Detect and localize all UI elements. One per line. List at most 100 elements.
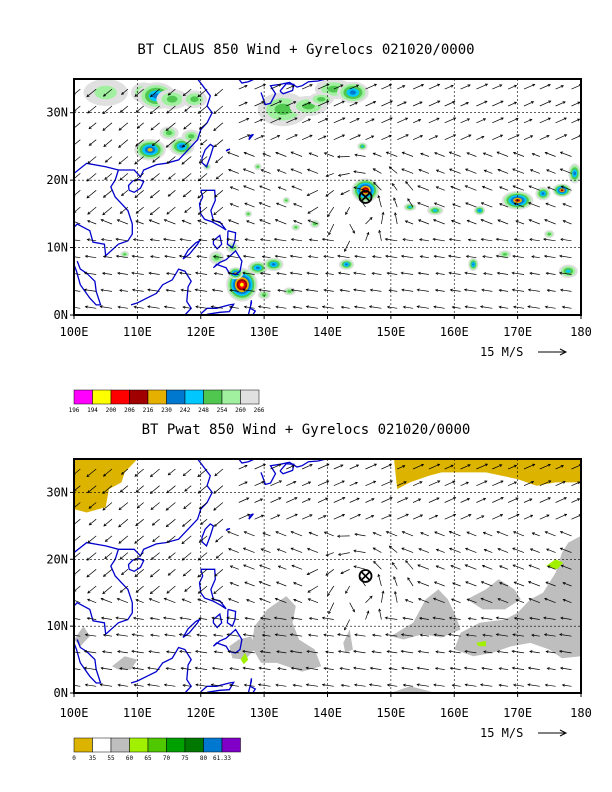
wind-vector-head [325,553,329,557]
wind-vector-head [290,238,294,241]
wind-vector-head [134,195,138,198]
wind-vector [152,139,160,146]
wind-vector [512,272,525,275]
wind-vector [466,152,477,157]
wind-vector-head [328,232,331,236]
wind-vector [101,289,113,292]
colorbar-label: 75 [181,755,189,762]
wind-vector [166,667,176,670]
wind-vector [492,100,504,107]
wind-vector-head [229,186,233,190]
wind-vector-head [327,593,330,597]
wind-vector-head [559,168,563,172]
wind-vector-head [353,565,357,569]
wind-vector [150,256,160,259]
wind-vector [166,139,176,148]
wind-vector [151,173,160,181]
wind-vector-head [197,110,201,114]
wind-vector-head [416,666,420,670]
wind-vector [547,667,556,670]
wind-vector-head [417,271,421,275]
wind-vector [276,202,287,208]
wind-vector-head [292,305,296,309]
wind-vector-head [100,616,105,620]
wind-vector-head [513,581,517,585]
wind-vector-head [227,530,231,534]
wind-vector [184,585,192,592]
cloud-cell [190,96,199,103]
wind-vector [274,617,287,620]
coastline [130,268,193,315]
wind-vector [559,650,572,654]
wind-vector-head [545,271,549,275]
wind-vector-head [290,547,294,551]
wind-vector [306,667,319,670]
wind-vector-head [513,202,517,206]
wind-vector [512,168,525,174]
wind-vector-head [378,229,382,233]
wind-vector-head [466,118,471,122]
wind-vector-head [371,135,375,139]
wind-vector [164,219,176,225]
wind-vector [419,617,429,620]
wind-vector [163,617,176,620]
wind-vector [403,306,414,309]
wind-vector [290,255,303,259]
wind-vector [460,514,472,520]
wind-vector [150,206,160,215]
wind-vector-head [407,198,411,202]
wind-vector [150,502,160,510]
wind-vector [405,560,414,570]
x-tick-label: 140E [313,706,342,720]
field-layer [74,459,581,693]
wind-vector-head [388,134,392,138]
wind-vector [150,122,160,131]
wind-vector-head [118,540,122,544]
wind-vector [152,518,160,526]
wind-vector [323,667,334,670]
wind-vector [344,240,351,252]
wind-vector-head [464,564,468,568]
wind-vector [227,634,239,637]
wind-vector [134,684,144,687]
wind-vector [465,564,477,570]
wind-vector-head [308,238,312,242]
coastline [247,678,257,693]
wind-vector [353,565,366,570]
wind-vector [417,306,429,309]
wind-vector [460,498,470,503]
wind-vector [325,569,335,576]
wind-vector [373,561,382,570]
wind-vector [353,650,366,654]
wind-vector [369,684,382,687]
wind-vector-head [401,666,405,670]
wind-vector [182,173,192,182]
wind-vector-head [366,610,370,614]
wind-vector-head [278,117,282,121]
wind-vector [87,585,97,594]
wind-vector-head [340,84,344,88]
wind-vector-head [354,633,358,637]
wind-vector [135,206,144,214]
wind-vector [559,634,572,637]
wind-vector [211,598,224,604]
wind-vector-head [104,159,108,163]
wind-vector [103,190,113,198]
wind-vector-head [293,480,297,484]
coastline [182,239,202,260]
wind-vector [428,100,440,107]
wind-vector-head [527,683,531,687]
wind-vector [560,547,572,553]
wind-vector-head [119,177,123,181]
wind-vector-head [480,616,484,620]
wind-vector [290,168,303,174]
wind-vector-head [529,616,533,620]
wind-vector-head [495,254,499,258]
wind-vector-head [87,211,91,215]
wind-vector-head [499,134,504,138]
wind-vector-head [102,490,106,494]
wind-vector [492,464,502,470]
y-tick-label: 10N [46,241,68,255]
wind-vector [338,272,350,275]
wind-vector-head [226,633,230,637]
